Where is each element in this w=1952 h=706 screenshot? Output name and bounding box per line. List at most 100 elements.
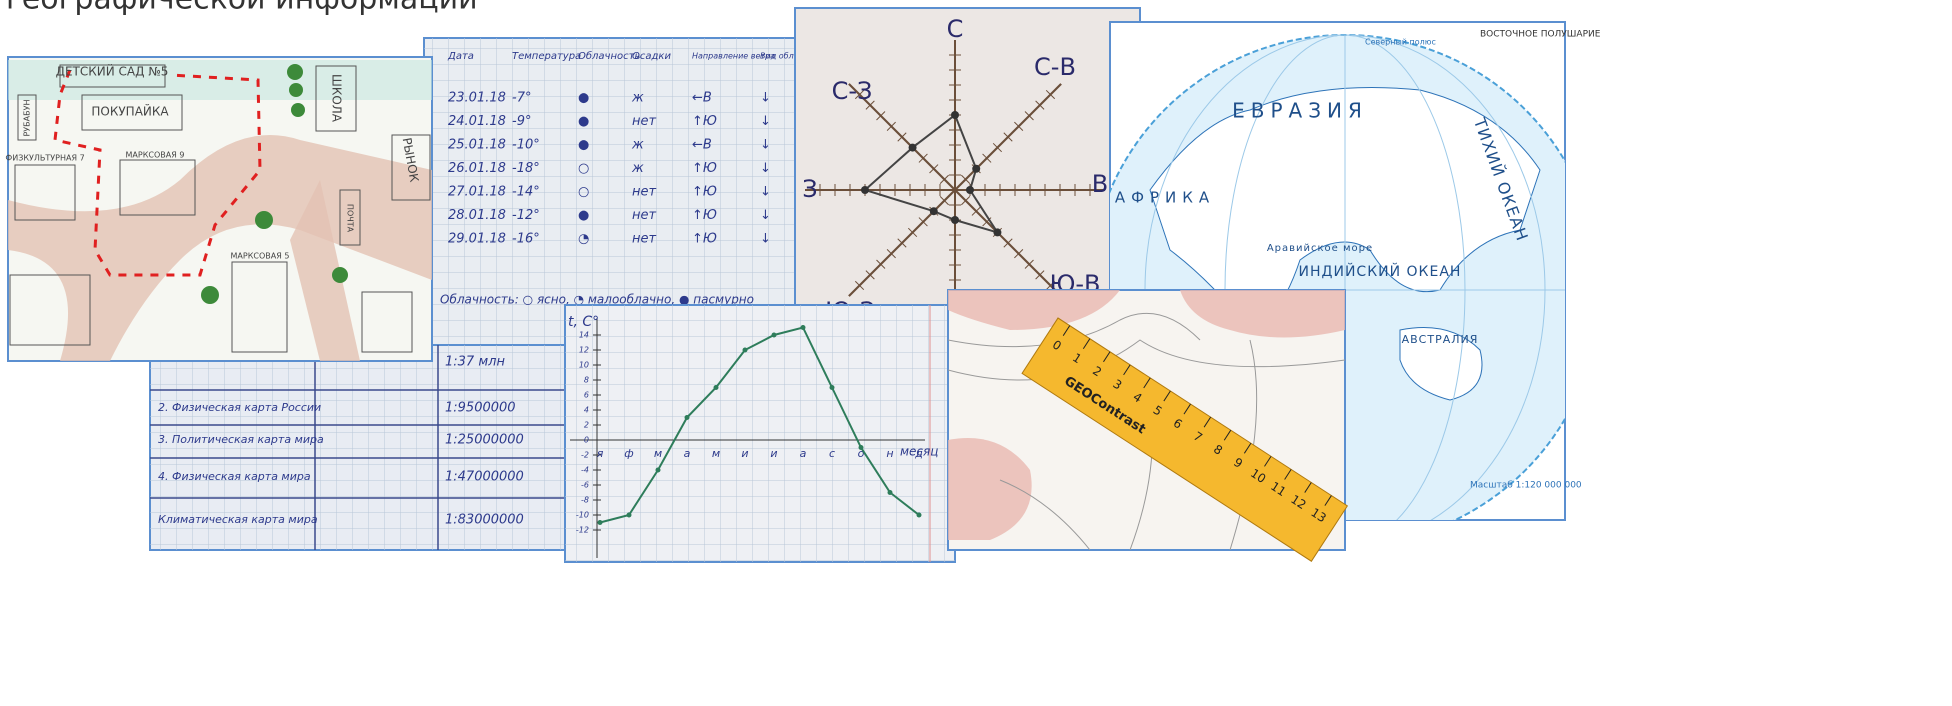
table-cell: 26.01.18 xyxy=(448,161,506,176)
x-tick-label: а xyxy=(800,447,807,460)
table-header: Облачность xyxy=(578,50,640,62)
table-cell: 1:25000000 xyxy=(445,433,524,448)
wind-rose-point xyxy=(951,216,959,224)
table-cell: ↑Ю xyxy=(692,208,717,223)
x-tick-label: а xyxy=(684,447,691,460)
compass-tick xyxy=(918,217,928,227)
table-cell: нет xyxy=(632,185,656,200)
table-cell: ● xyxy=(578,114,589,129)
ruler-tick xyxy=(1304,482,1312,493)
ruler-tick xyxy=(1284,469,1292,480)
map-label: РУБАБУН xyxy=(23,99,32,136)
compass-label: В xyxy=(1092,170,1108,198)
temperature-point xyxy=(916,512,922,518)
temperature-point xyxy=(597,520,603,525)
temperature-point xyxy=(887,490,893,495)
table-header: Вид облаков xyxy=(760,52,813,61)
y-tick-label: 8 xyxy=(584,376,589,385)
x-tick-label: о xyxy=(858,447,865,460)
y-tick-label: -2 xyxy=(581,451,589,460)
table-cell: ↓ xyxy=(760,138,771,153)
map-label: Северный полюс xyxy=(1365,38,1436,47)
table-cell: ↓ xyxy=(760,91,771,106)
x-tick-label: я xyxy=(597,447,604,460)
table-cell: ↓ xyxy=(760,232,771,247)
temperature-point xyxy=(626,512,632,518)
table-cell: -12° xyxy=(512,208,540,223)
temperature-point xyxy=(829,385,835,390)
table-cell: ж xyxy=(631,161,644,176)
table-cell: ж xyxy=(631,91,644,106)
slide-title: географической информации xyxy=(6,0,478,17)
table-cell: -7° xyxy=(512,91,531,106)
compass-tick xyxy=(865,100,875,110)
table-cell: 1:9500000 xyxy=(445,401,516,416)
map-label: АФРИКА xyxy=(1115,189,1215,207)
ruler-tick xyxy=(1264,456,1272,467)
table-cell: 1:37 млн xyxy=(445,355,505,370)
table-cell: 4. Физическая карта мира xyxy=(158,470,311,483)
ruler-number: 12 xyxy=(1288,492,1308,512)
table-cell: ↑Ю xyxy=(692,114,717,129)
table-cell: ● xyxy=(578,138,589,153)
compass-label: С-З xyxy=(832,77,873,105)
y-tick-label: 12 xyxy=(579,346,589,355)
ruler-number: 13 xyxy=(1308,505,1328,525)
y-tick-label: -6 xyxy=(581,481,589,490)
table-cell: ←В xyxy=(692,138,712,153)
map-label: ПОКУПАЙКА xyxy=(91,104,169,119)
map-label: АВСТРАЛИЯ xyxy=(1402,333,1479,346)
temperature-point xyxy=(655,467,661,473)
y-tick-label: -10 xyxy=(576,511,589,520)
ruler-body xyxy=(1021,317,1349,562)
wind-rose-point xyxy=(929,207,938,216)
table-cell: 24.01.18 xyxy=(448,114,506,129)
ruler-tick xyxy=(1223,429,1232,441)
table-cell: -16° xyxy=(512,232,540,247)
map-label: МАРКСОВАЯ 5 xyxy=(231,252,290,261)
table-cell: -9° xyxy=(512,114,531,129)
x-tick-label: с xyxy=(829,447,835,460)
x-tick-label: ф xyxy=(624,447,633,460)
table-cell: ↓ xyxy=(760,161,771,176)
maps-table-photo: 1:37 млн 2. Физическая карта России 1:9500… xyxy=(149,344,566,551)
wind-rose-point xyxy=(908,143,917,152)
y-tick-label: 6 xyxy=(584,391,589,400)
ruler-tick xyxy=(1163,390,1171,402)
table-cell: ● xyxy=(578,91,589,106)
compass-tick xyxy=(865,270,875,280)
x-tick-label: и xyxy=(741,447,748,460)
wind-rose-point xyxy=(951,111,959,119)
compass-axis xyxy=(848,83,1062,297)
table-cell: нет xyxy=(632,232,656,247)
ruler-tick xyxy=(1183,403,1191,415)
temperature-point xyxy=(713,385,719,390)
table-cell: 23.01.18 xyxy=(448,91,506,106)
ruler-tick xyxy=(1203,416,1212,428)
table-cell: ↓ xyxy=(760,185,771,200)
map-label: ФИЗКУЛЬТУРНАЯ 7 xyxy=(5,154,84,163)
table-cell: ↑Ю xyxy=(692,161,717,176)
ruler-tick xyxy=(1143,377,1151,389)
map-label: МАРКСОВАЯ 9 xyxy=(126,151,185,160)
map-label: ЕВРАЗИЯ xyxy=(1232,99,1368,123)
table-cell: -14° xyxy=(512,185,540,200)
map-title: ВОСТОЧНОЕ ПОЛУШАРИЕ xyxy=(1480,30,1601,40)
y-tick-label: -8 xyxy=(581,496,589,505)
axis-label: t, C° xyxy=(568,314,599,330)
x-tick-label: и xyxy=(770,447,777,460)
ruler-tick xyxy=(1103,351,1111,363)
table-cell: ж xyxy=(631,138,644,153)
table-cell: 27.01.18 xyxy=(448,185,506,200)
table-cell: ◔ xyxy=(578,232,589,247)
compass-tick xyxy=(897,132,907,142)
compass-tick xyxy=(854,89,865,100)
temperature-line xyxy=(599,326,920,524)
x-tick-label: м xyxy=(712,447,720,460)
wind-rose-point xyxy=(972,164,981,173)
table-cell: нет xyxy=(632,208,656,223)
compass-tick xyxy=(918,153,928,163)
